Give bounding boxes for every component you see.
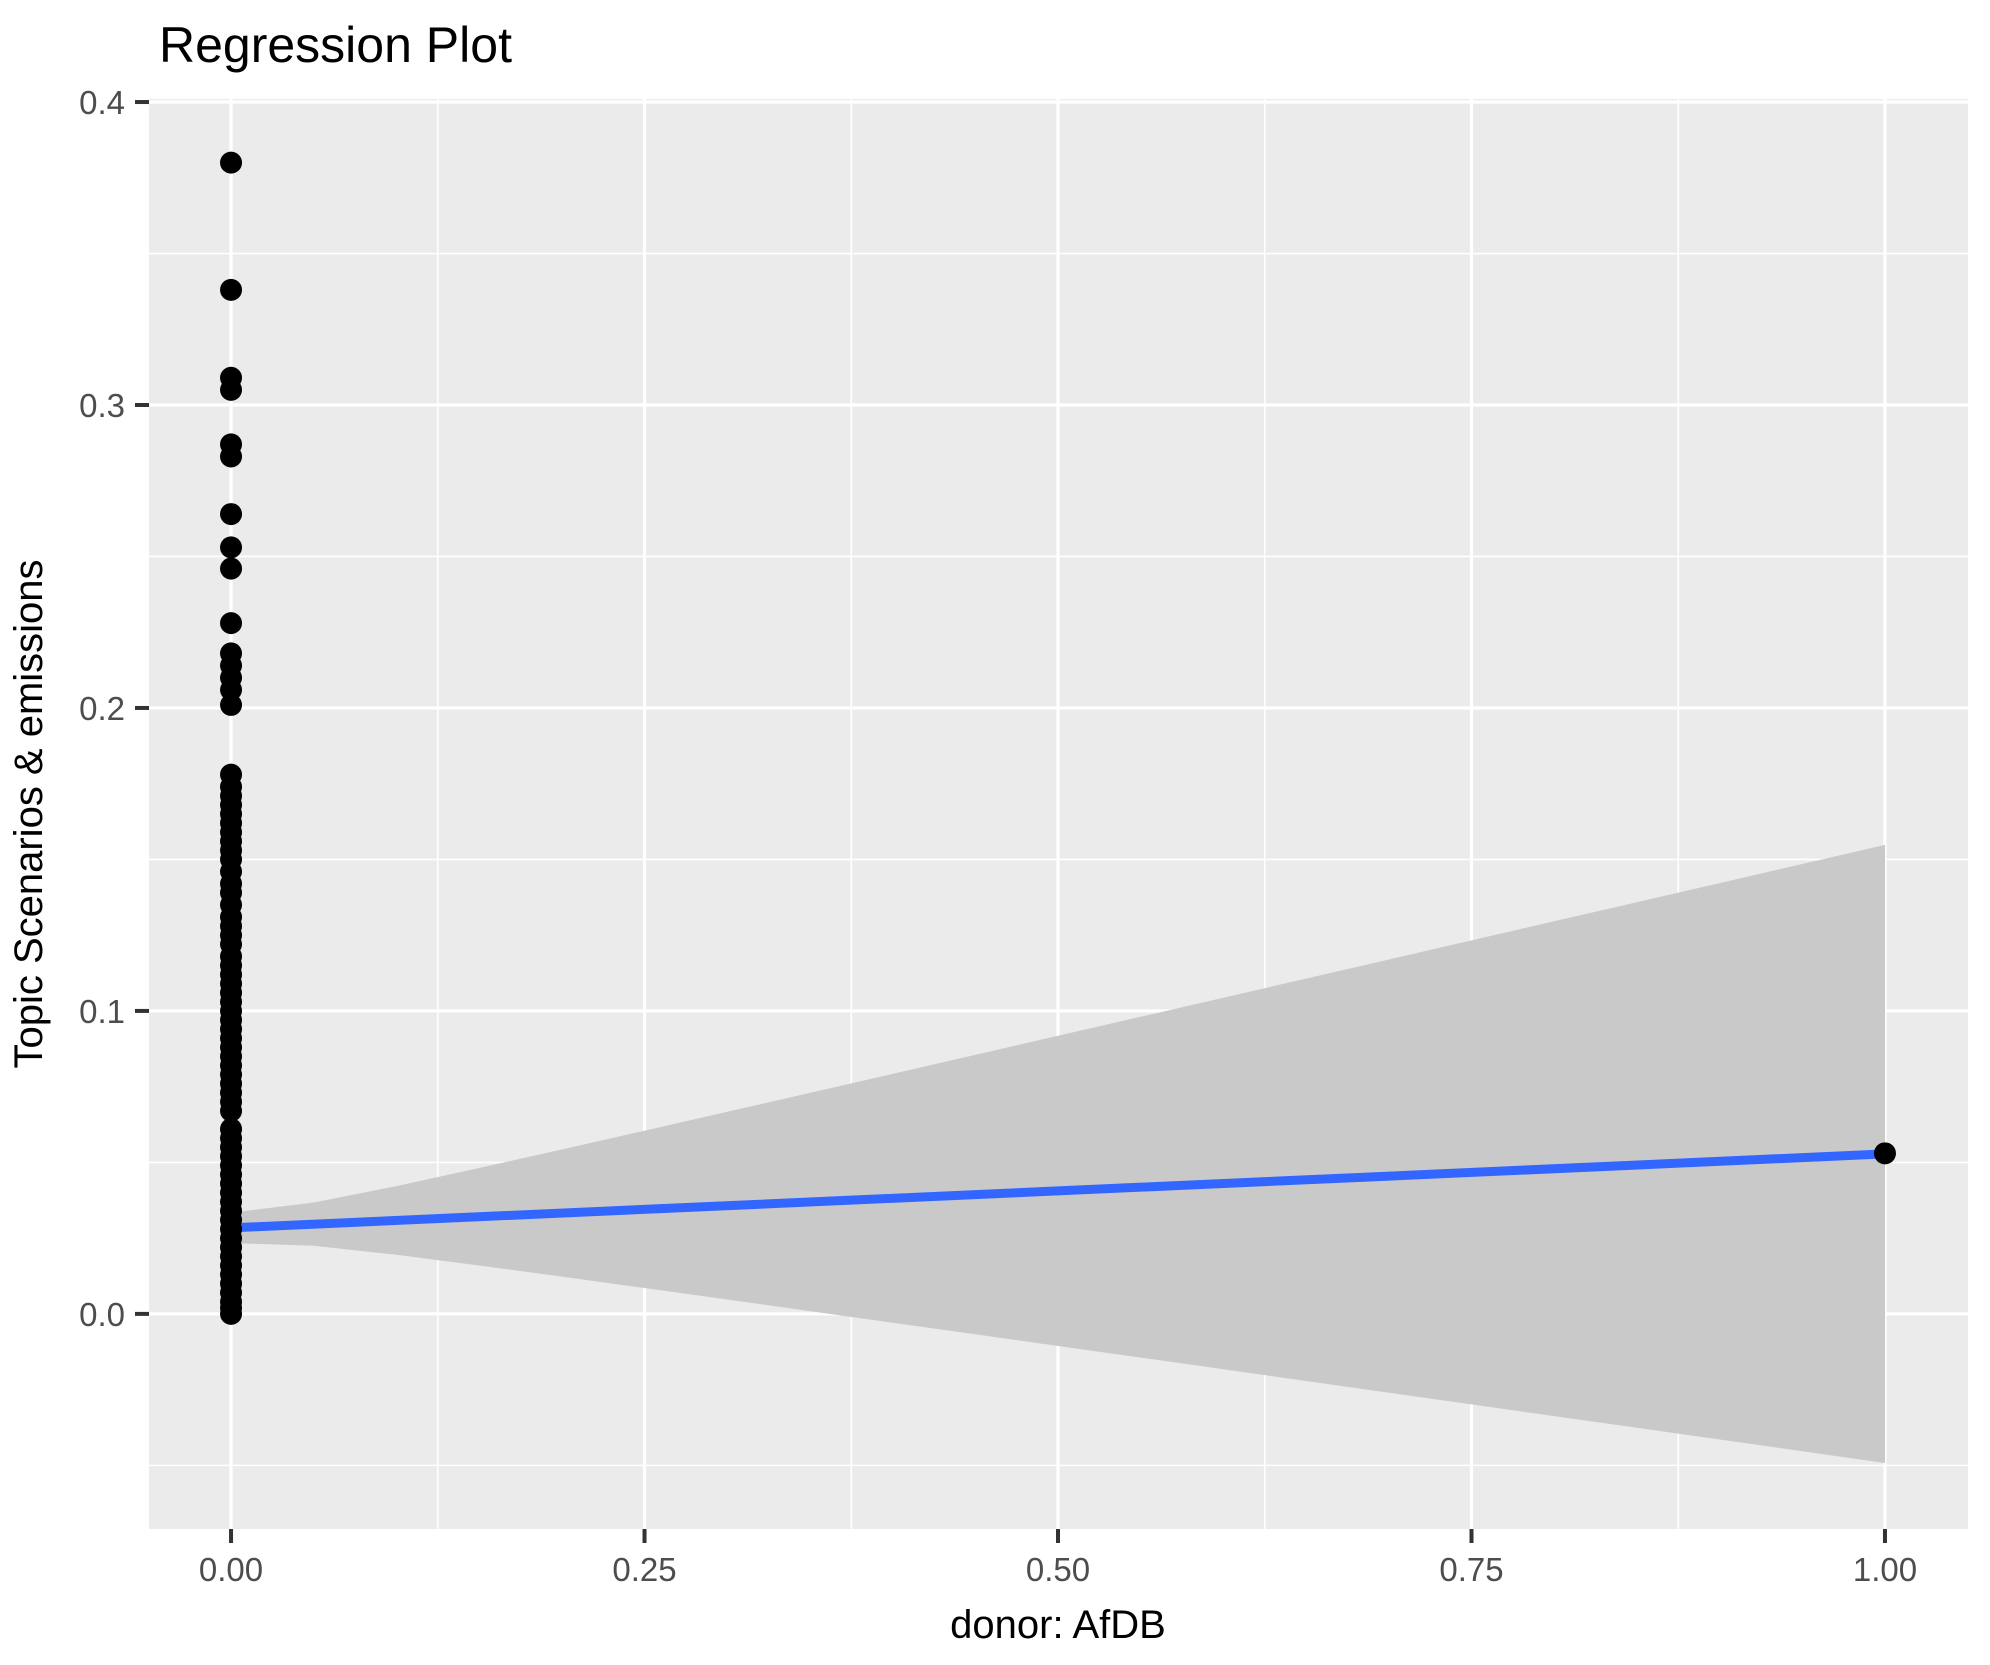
axis-tick-marks bbox=[135, 100, 1887, 1543]
y-tick-label: 0.2 bbox=[79, 690, 125, 727]
data-point bbox=[220, 151, 243, 174]
data-point bbox=[220, 536, 243, 559]
data-point bbox=[1873, 1142, 1896, 1165]
data-point bbox=[220, 278, 243, 301]
data-point bbox=[220, 557, 243, 580]
y-axis-title: Topic Scenarios & emissions bbox=[7, 559, 51, 1068]
confidence-band bbox=[231, 844, 1885, 1463]
data-point bbox=[220, 612, 243, 635]
x-tick-label: 0.50 bbox=[1026, 1551, 1090, 1588]
x-tick-label: 1.00 bbox=[1853, 1551, 1917, 1588]
data-point bbox=[220, 433, 243, 456]
y-tick-label: 0.0 bbox=[79, 1296, 125, 1333]
data-point bbox=[220, 366, 243, 389]
data-point bbox=[220, 503, 243, 526]
data-point bbox=[220, 642, 243, 665]
data-point bbox=[220, 1118, 243, 1141]
data-point bbox=[220, 763, 243, 786]
x-axis-title: donor: AfDB bbox=[950, 1603, 1166, 1647]
x-tick-label: 0.00 bbox=[199, 1551, 263, 1588]
scatter-points bbox=[220, 151, 1896, 1325]
y-tick-label: 0.1 bbox=[79, 993, 125, 1030]
axis-tick-labels: 0.0 0.1 0.2 0.3 0.4 0.00 0.25 0.50 0.75 1.00 bbox=[79, 84, 1917, 1588]
regression-line-segment bbox=[226, 1149, 1890, 1233]
y-tick-label: 0.4 bbox=[79, 84, 125, 121]
chart-title: Regression Plot bbox=[159, 17, 512, 73]
data-point bbox=[220, 693, 243, 716]
regression-line bbox=[226, 1149, 1890, 1233]
x-tick-label: 0.25 bbox=[612, 1551, 676, 1588]
y-tick-label: 0.3 bbox=[79, 387, 125, 424]
x-tick-label: 0.75 bbox=[1439, 1551, 1503, 1588]
confidence-band-area bbox=[231, 844, 1885, 1463]
